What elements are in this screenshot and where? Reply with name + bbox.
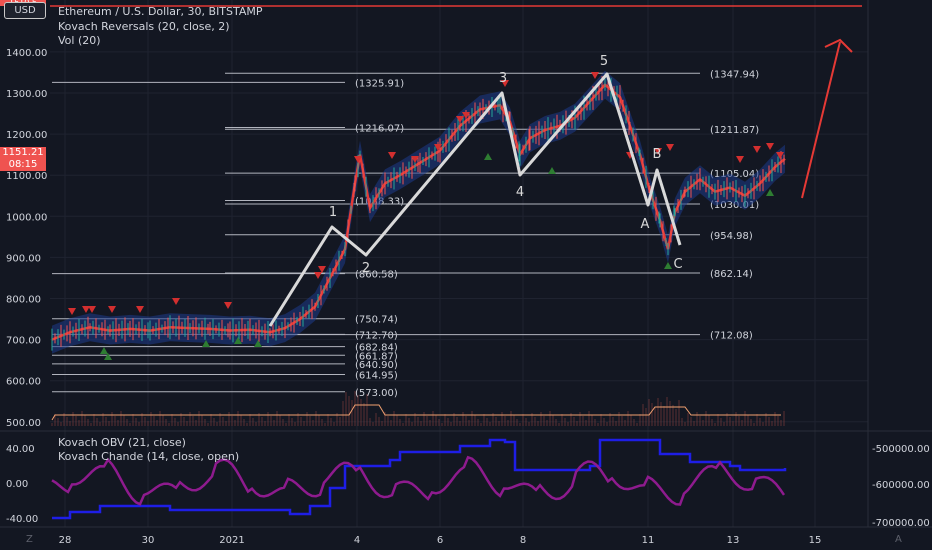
elliott-wave-path: [268, 72, 682, 327]
reversal-up-arrow: [254, 340, 262, 347]
fib-level-label: (712.08): [710, 331, 753, 342]
price-axis-label: 500.00: [6, 418, 41, 429]
reversal-down-arrow: [456, 116, 464, 123]
reversal-down-arrow: [736, 156, 744, 163]
chande-line: [51, 455, 786, 506]
price-axis-label: 1000.00: [6, 212, 47, 223]
z-icon[interactable]: Z: [26, 534, 33, 545]
wave-label-2: 2: [362, 261, 370, 276]
reversal-down-arrow: [411, 156, 419, 163]
fib-level-label: (1105.04): [710, 169, 759, 180]
time-axis-label: 2021: [219, 535, 244, 546]
fib-level-label: (1211.87): [710, 125, 759, 136]
reversal-down-arrow: [314, 272, 322, 279]
wave-label-B: B: [653, 147, 662, 162]
price-axis-label: 1400.00: [6, 48, 47, 59]
wave-label-5: 5: [600, 54, 608, 69]
reversal-down-arrow: [318, 266, 326, 273]
trend-arrow-line: [801, 41, 841, 199]
reversal-down-arrow: [172, 298, 180, 305]
reversal-down-arrow: [766, 143, 774, 150]
fib-level-label: (640.90): [355, 360, 398, 371]
reversal-up-arrow: [104, 353, 112, 360]
price-axis-label: 900.00: [6, 253, 41, 264]
time-axis-label: 13: [727, 535, 740, 546]
fib-level-label: (573.00): [355, 388, 398, 399]
fib-level-label: (614.95): [355, 371, 398, 382]
price-axis-label: 1100.00: [6, 171, 47, 182]
osc-axis-label: 0.00: [6, 479, 28, 490]
obv-axis-label: -700000.00: [872, 518, 930, 529]
current-price-badge: 1151.21: [0, 147, 46, 159]
fib-level-label: (682.84): [355, 343, 398, 354]
time-axis-label: 28: [59, 535, 72, 546]
price-axis-label: 1200.00: [6, 130, 47, 141]
reversal-up-arrow: [234, 337, 242, 344]
wave-label-A: A: [641, 217, 650, 232]
reversal-down-arrow: [753, 146, 761, 153]
symbol-title[interactable]: Ethereum / U.S. Dollar, 30, BITSTAMP: [58, 5, 263, 18]
fib-level-label: (1325.91): [355, 78, 404, 89]
reversal-down-arrow: [108, 306, 116, 313]
reversal-up-arrow: [100, 347, 108, 354]
reversal-down-arrow: [462, 112, 470, 119]
indicator-obv[interactable]: Kovach OBV (21, close): [58, 436, 186, 449]
fib-level-label: (954.98): [710, 231, 753, 242]
wave-label-4: 4: [516, 185, 524, 200]
wave-label-3: 3: [499, 71, 507, 86]
reversal-down-arrow: [354, 156, 362, 163]
reversal-down-arrow: [68, 308, 76, 315]
reversal-down-arrow: [591, 72, 599, 79]
price-axis-label: 1300.00: [6, 89, 47, 100]
fib-level-label: (1030.01): [710, 200, 759, 211]
reversal-up-arrow: [202, 340, 210, 347]
volume-ma-line: [51, 404, 781, 421]
fib-level-label: (860.58): [355, 270, 398, 281]
fib-level-label: (661.87): [355, 351, 398, 362]
osc-axis-label: 40.00: [6, 444, 35, 455]
reversal-down-arrow: [501, 80, 509, 87]
fib-level-label: (1347.94): [710, 69, 759, 80]
obv-line: [52, 438, 787, 520]
obv-axis-label: -600000.00: [872, 480, 930, 491]
reversal-up-arrow: [766, 189, 774, 196]
currency-button[interactable]: USD: [4, 2, 46, 19]
reversal-up-arrow: [548, 167, 556, 174]
countdown-badge: 08:15: [0, 159, 46, 171]
reversal-up-arrow: [484, 153, 492, 160]
reversal-down-arrow: [388, 152, 396, 159]
reversal-down-arrow: [224, 302, 232, 309]
fib-level-label: (712.70): [355, 330, 398, 341]
price-axis-label: 800.00: [6, 295, 41, 306]
reversal-down-arrow: [136, 306, 144, 313]
reversal-down-arrow: [654, 148, 662, 155]
a-icon[interactable]: A: [895, 534, 902, 545]
reversal-down-arrow: [434, 144, 442, 151]
time-axis-label: 11: [642, 535, 655, 546]
reversal-down-arrow: [82, 306, 90, 313]
indicator-chande[interactable]: Kovach Chande (14, close, open): [58, 450, 240, 463]
obv-axis-label: -500000.00: [872, 444, 930, 455]
fib-level-label: (750.74): [355, 315, 398, 326]
time-axis-label: 6: [437, 535, 443, 546]
price-axis-label: 700.00: [6, 336, 41, 347]
time-axis-label: 8: [520, 535, 526, 546]
reversal-up-arrow: [664, 262, 672, 269]
fib-level-label: (862.14): [710, 269, 753, 280]
time-axis-label: 15: [809, 535, 822, 546]
osc-axis-label: -40.00: [6, 514, 38, 525]
indicator-reversals[interactable]: Kovach Reversals (20, close, 2): [58, 20, 230, 33]
time-axis-label: 4: [354, 535, 360, 546]
reversal-down-arrow: [776, 152, 784, 159]
indicator-volume[interactable]: Vol (20): [58, 34, 101, 47]
time-axis-label: 30: [142, 535, 155, 546]
trend-arrow-head: [824, 38, 853, 53]
wave-label-C: C: [673, 257, 682, 272]
wave-label-1: 1: [329, 205, 337, 220]
reversal-down-arrow: [88, 306, 96, 313]
price-axis-label: 600.00: [6, 377, 41, 388]
reversal-down-arrow: [666, 144, 674, 151]
